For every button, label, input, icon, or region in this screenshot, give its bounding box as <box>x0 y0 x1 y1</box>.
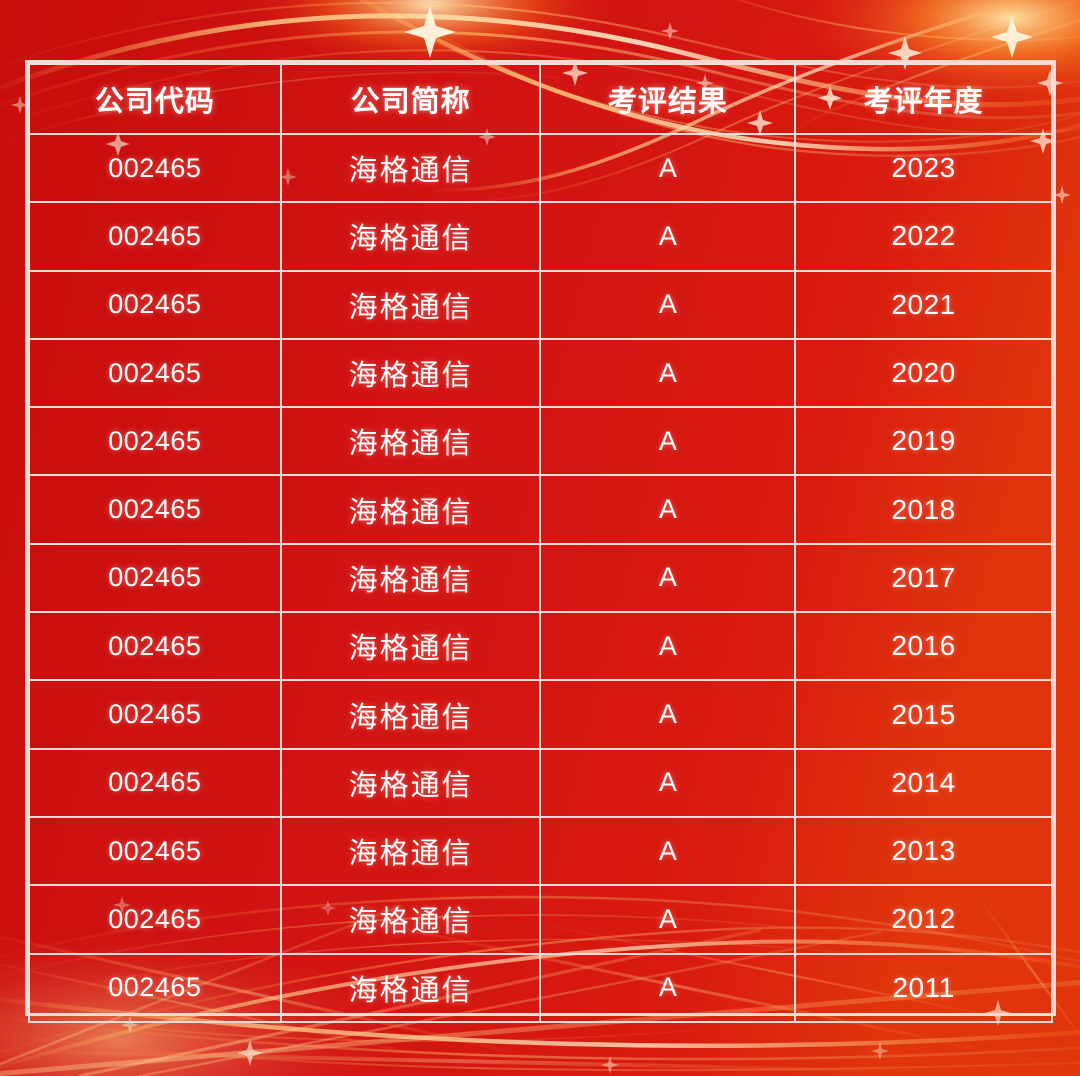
cell-company-name: 海格通信 <box>279 406 542 477</box>
cell-company-name: 海格通信 <box>279 952 542 1023</box>
cell-company-name: 海格通信 <box>279 611 542 682</box>
cell-evaluation-year: 2012 <box>794 884 1053 955</box>
cell-evaluation-result: A <box>539 406 797 477</box>
cell-company-name: 海格通信 <box>279 337 542 409</box>
cell-evaluation-result: A <box>539 542 797 614</box>
cell-company-code: 002465 <box>28 611 282 682</box>
cell-company-name: 海格通信 <box>279 815 542 887</box>
table-row: 002465 海格通信 A 2023 <box>28 132 1053 204</box>
cell-company-code: 002465 <box>28 542 282 614</box>
cell-company-name: 海格通信 <box>279 132 542 204</box>
cell-company-name: 海格通信 <box>279 542 542 614</box>
cell-evaluation-result: A <box>539 815 797 887</box>
column-header-company-name: 公司简称 <box>279 63 542 135</box>
cell-company-code: 002465 <box>28 132 282 204</box>
table-header-row: 公司代码 公司简称 考评结果 考评年度 <box>28 63 1053 135</box>
table-row: 002465 海格通信 A 2018 <box>28 474 1053 545</box>
table-row: 002465 海格通信 A 2013 <box>28 815 1053 887</box>
cell-company-name: 海格通信 <box>279 679 542 750</box>
column-header-company-code: 公司代码 <box>28 63 282 135</box>
cell-company-code: 002465 <box>28 815 282 887</box>
table-row: 002465 海格通信 A 2016 <box>28 611 1053 682</box>
cell-company-code: 002465 <box>28 747 282 818</box>
cell-evaluation-result: A <box>539 337 797 409</box>
cell-company-name: 海格通信 <box>279 269 542 340</box>
cell-evaluation-year: 2014 <box>794 747 1053 818</box>
table-row: 002465 海格通信 A 2019 <box>28 406 1053 477</box>
cell-evaluation-year: 2013 <box>794 815 1053 887</box>
cell-evaluation-year: 2011 <box>794 952 1053 1023</box>
table-row: 002465 海格通信 A 2011 <box>28 952 1053 1023</box>
evaluation-results-table: 公司代码 公司简称 考评结果 考评年度 002465 海格通信 A 2023 00246… <box>28 63 1053 1023</box>
cell-evaluation-year: 2016 <box>794 611 1053 682</box>
cell-company-name: 海格通信 <box>279 474 542 545</box>
cell-evaluation-result: A <box>539 747 797 818</box>
table-row: 002465 海格通信 A 2021 <box>28 269 1053 340</box>
table-row: 002465 海格通信 A 2017 <box>28 542 1053 614</box>
cell-company-name: 海格通信 <box>279 747 542 818</box>
table-row: 002465 海格通信 A 2020 <box>28 337 1053 409</box>
cell-evaluation-year: 2021 <box>794 269 1053 340</box>
evaluation-results-table-container: 公司代码 公司简称 考评结果 考评年度 002465 海格通信 A 2023 00246… <box>25 60 1056 1023</box>
cell-evaluation-year: 2015 <box>794 679 1053 750</box>
cell-evaluation-result: A <box>539 679 797 750</box>
cell-company-code: 002465 <box>28 884 282 955</box>
table-row: 002465 海格通信 A 2022 <box>28 201 1053 272</box>
cell-evaluation-year: 2022 <box>794 201 1053 272</box>
cell-evaluation-result: A <box>539 269 797 340</box>
table-body: 002465 海格通信 A 2023 002465 海格通信 A 2022 002465 海格通信… <box>28 132 1053 1023</box>
cell-evaluation-year: 2023 <box>794 132 1053 204</box>
column-header-evaluation-year: 考评年度 <box>794 63 1053 135</box>
cell-company-code: 002465 <box>28 952 282 1023</box>
cell-company-name: 海格通信 <box>279 201 542 272</box>
cell-evaluation-year: 2018 <box>794 474 1053 545</box>
cell-evaluation-year: 2020 <box>794 337 1053 409</box>
cell-company-code: 002465 <box>28 474 282 545</box>
table-row: 002465 海格通信 A 2015 <box>28 679 1053 750</box>
cell-evaluation-result: A <box>539 884 797 955</box>
cell-company-code: 002465 <box>28 337 282 409</box>
cell-evaluation-result: A <box>539 474 797 545</box>
cell-company-code: 002465 <box>28 201 282 272</box>
cell-evaluation-result: A <box>539 201 797 272</box>
cell-evaluation-result: A <box>539 952 797 1023</box>
table-row: 002465 海格通信 A 2014 <box>28 747 1053 818</box>
cell-company-code: 002465 <box>28 269 282 340</box>
cell-evaluation-result: A <box>539 611 797 682</box>
cell-evaluation-year: 2019 <box>794 406 1053 477</box>
table-row: 002465 海格通信 A 2012 <box>28 884 1053 955</box>
cell-company-code: 002465 <box>28 679 282 750</box>
cell-evaluation-year: 2017 <box>794 542 1053 614</box>
table-header: 公司代码 公司简称 考评结果 考评年度 <box>28 63 1053 135</box>
cell-company-code: 002465 <box>28 406 282 477</box>
cell-evaluation-result: A <box>539 132 797 204</box>
cell-company-name: 海格通信 <box>279 884 542 955</box>
column-header-evaluation-result: 考评结果 <box>539 63 797 135</box>
